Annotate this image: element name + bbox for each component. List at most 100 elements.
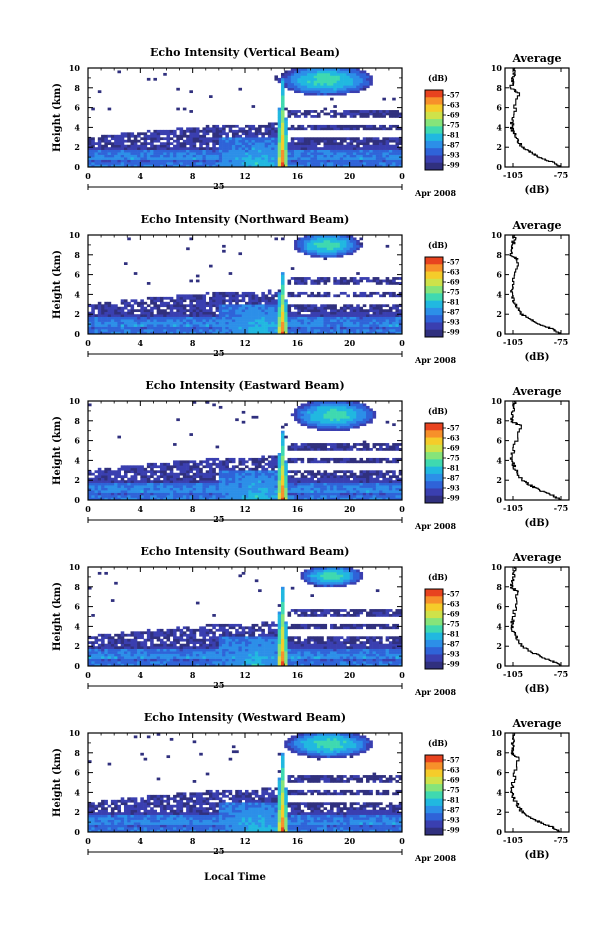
heatmap-cell xyxy=(104,134,108,138)
heatmap-cell xyxy=(366,115,370,118)
heatmap-cell xyxy=(159,299,164,303)
heatmap-cell xyxy=(300,77,305,81)
heatmap-cell xyxy=(254,127,259,131)
heatmap-cell xyxy=(280,95,285,98)
heatmap-cell xyxy=(192,314,197,317)
heatmap-cell xyxy=(218,314,223,317)
heatmap-cell xyxy=(150,331,154,335)
heatmap-cell xyxy=(248,137,252,141)
heatmap-cell xyxy=(316,306,321,310)
heatmap-cell xyxy=(352,244,357,248)
heatmap-cell xyxy=(349,309,354,313)
colorbar-swatch xyxy=(425,271,443,280)
heatmap-cell xyxy=(91,149,95,153)
heatmap-cell xyxy=(205,304,210,308)
heatmap-cell xyxy=(205,152,210,155)
heatmap-cell xyxy=(225,326,229,330)
heatmap-cell xyxy=(254,326,259,330)
heatmap-cell xyxy=(205,331,210,335)
heatmap-cell xyxy=(137,485,141,488)
heatmap-cell xyxy=(117,162,122,165)
heatmap-cell xyxy=(369,137,373,141)
heatmap-cell xyxy=(359,279,364,283)
heatmap-cell xyxy=(101,470,105,474)
heatmap-cell xyxy=(241,139,246,143)
heatmap-cell xyxy=(398,448,403,451)
heatmap-cell xyxy=(274,485,279,488)
heatmap-cell xyxy=(101,485,105,488)
heatmap-cell xyxy=(254,299,259,303)
heatmap-cell xyxy=(336,82,341,86)
heatmap-cell xyxy=(156,485,161,488)
heatmap-cell xyxy=(267,314,272,317)
heatmap-cell xyxy=(235,129,239,133)
avg-y-tick-label: 2 xyxy=(496,309,502,319)
heatmap-cell xyxy=(310,304,314,308)
heatmap-cell xyxy=(140,490,144,493)
heatmap-cell xyxy=(287,115,292,118)
heatmap-cell xyxy=(313,482,318,486)
heatmap-cell xyxy=(245,497,249,501)
heatmap-cell xyxy=(323,239,328,243)
heatmap-cell xyxy=(225,324,229,327)
heatmap-cell xyxy=(241,472,246,476)
heatmap-cell xyxy=(326,306,331,310)
heatmap-cell xyxy=(336,492,341,496)
heatmap-cell xyxy=(297,124,301,128)
heatmap-cell xyxy=(107,311,112,315)
heatmap-cell xyxy=(186,470,190,474)
heatmap-cell xyxy=(372,137,377,141)
heatmap-cell xyxy=(173,490,177,493)
heatmap-cell xyxy=(333,485,337,488)
heatmap-cell xyxy=(313,485,318,488)
heatmap-cell xyxy=(352,72,357,76)
heatmap-cell xyxy=(150,134,154,138)
heatmap-cell xyxy=(254,492,259,496)
heatmap-cell xyxy=(320,252,324,256)
heatmap-cell xyxy=(303,485,308,488)
heatmap-cell xyxy=(258,142,262,146)
heatmap-cell xyxy=(359,487,364,491)
heatmap-cell xyxy=(284,329,288,332)
heatmap-cell xyxy=(392,319,396,322)
heatmap-cell xyxy=(356,282,360,285)
heatmap-cell xyxy=(245,304,249,308)
heatmap-cell xyxy=(280,97,285,101)
heatmap-cell xyxy=(280,137,285,141)
heatmap-cell xyxy=(133,299,138,303)
heatmap-cell xyxy=(202,480,207,483)
heatmap-cell xyxy=(346,304,350,308)
heatmap-cell xyxy=(316,157,321,160)
heatmap-cell xyxy=(333,319,337,322)
heatmap-cell xyxy=(330,115,334,118)
heatmap-cell xyxy=(316,70,321,74)
heatmap-cell xyxy=(382,147,386,150)
heatmap-cell xyxy=(313,127,318,131)
heatmap-cell xyxy=(222,306,226,310)
heatmap-cell xyxy=(130,477,135,481)
heatmap-cell xyxy=(156,139,161,143)
heatmap-cell xyxy=(104,497,108,501)
heatmap-cell xyxy=(169,324,174,327)
heatmap-cell xyxy=(271,482,275,486)
heatmap-cell xyxy=(290,157,295,160)
heatmap-cell xyxy=(166,144,171,148)
heatmap-cell xyxy=(114,164,118,168)
heatmap-cell xyxy=(316,252,321,256)
heatmap-cell xyxy=(346,247,350,251)
heatmap-cell xyxy=(362,487,367,491)
heatmap-cell xyxy=(137,331,141,335)
heatmap-cell xyxy=(277,490,282,493)
y-tick-label: 6 xyxy=(74,270,80,280)
heatmap-cell xyxy=(251,301,256,305)
heatmap-cell xyxy=(339,306,344,310)
heatmap-cell xyxy=(228,137,233,141)
heatmap-cell xyxy=(346,82,350,86)
heatmap-cell xyxy=(123,331,128,335)
heatmap-cell xyxy=(235,314,239,317)
heatmap-cell xyxy=(346,68,350,71)
heatmap-cell xyxy=(339,319,344,322)
heatmap-cell xyxy=(127,326,131,330)
heatmap-cell xyxy=(166,467,171,471)
heatmap-cell xyxy=(258,462,262,466)
